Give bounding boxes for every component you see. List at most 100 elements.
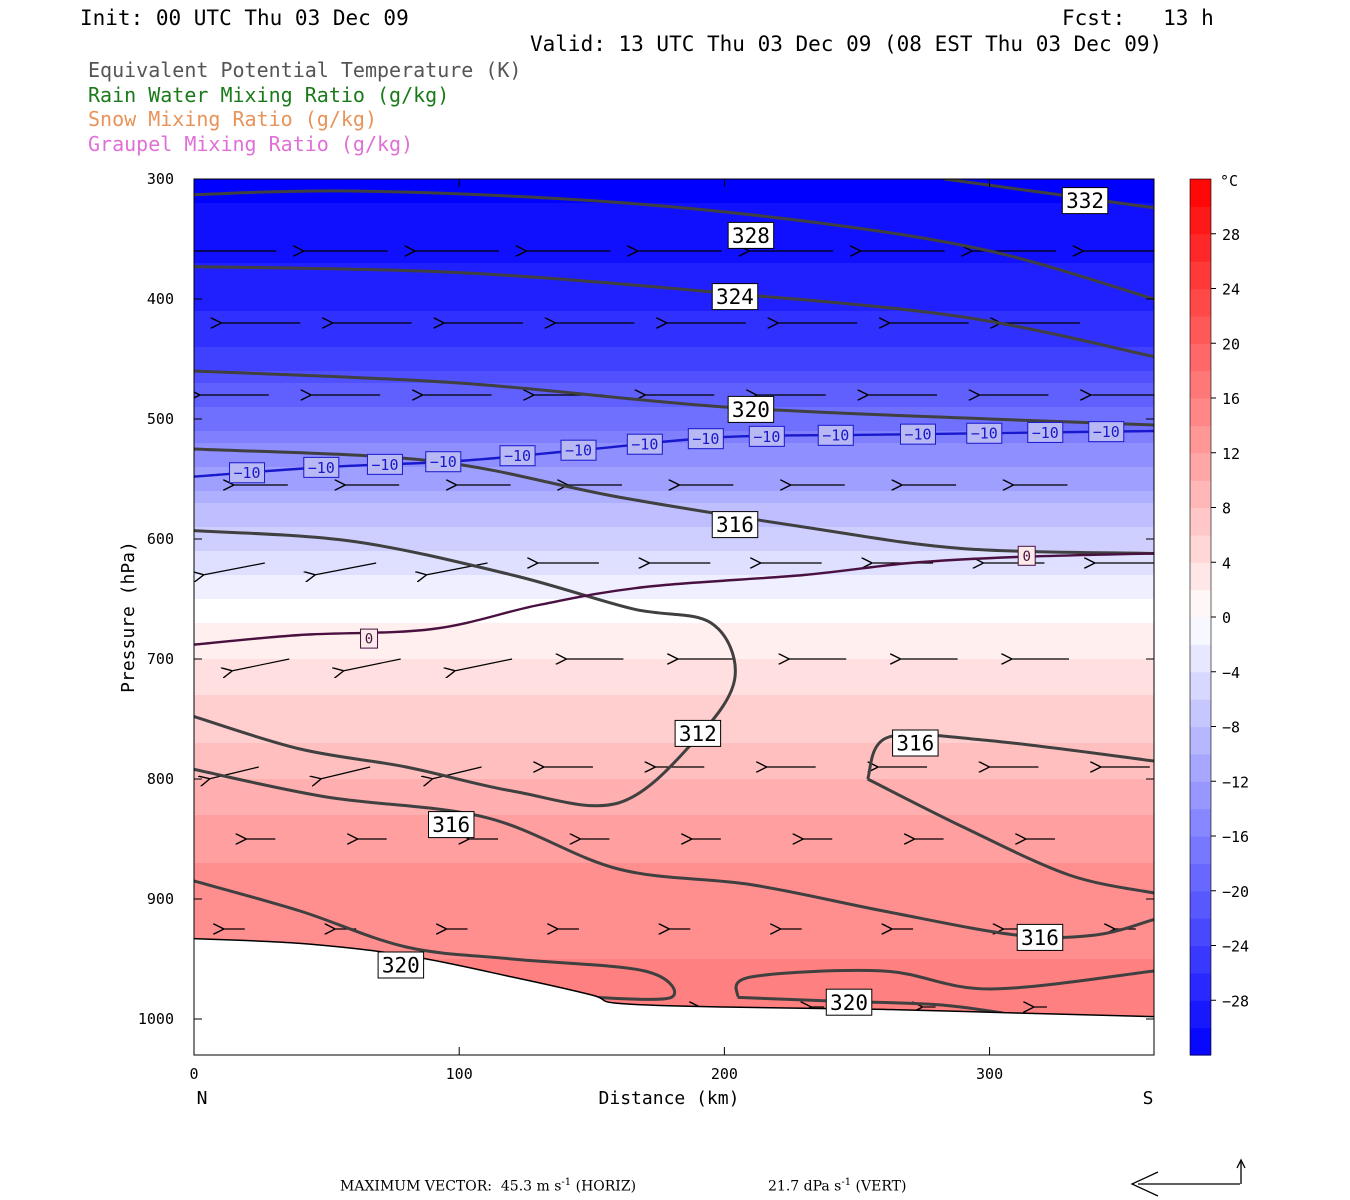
colorbar-segment: [1190, 179, 1211, 207]
temperature-band: [194, 287, 1154, 300]
minus10-label: −10: [425, 451, 462, 473]
zero-label-text: 0: [365, 632, 373, 648]
temperature-band: [194, 479, 1154, 492]
temperature-band: [194, 179, 1154, 192]
colorbar-segment: [1190, 288, 1211, 317]
colorbar-segment: [1190, 233, 1211, 262]
colorbar-segment: [1190, 315, 1211, 344]
temperature-band: [194, 347, 1154, 360]
colorbar-segment: [1190, 918, 1211, 947]
colorbar-segment: [1190, 699, 1211, 728]
zero-label-text: 0: [1022, 549, 1030, 565]
colorbar-tick-label: −16: [1222, 828, 1249, 846]
theta-e-label: 312: [674, 719, 722, 747]
valid-time: Valid: 13 UTC Thu 03 Dec 09 (08 EST Thu …: [530, 32, 1163, 56]
field-title-graupel: Graupel Mixing Ratio (g/kg): [88, 132, 414, 156]
minus10-label: −10: [899, 423, 936, 445]
temperature-band: [194, 803, 1154, 816]
minus10-label-box: [303, 456, 340, 478]
temperature-band: [194, 911, 1154, 924]
theta-e-label: 320: [825, 988, 873, 1016]
temperature-band: [194, 623, 1154, 636]
wind-arrow: [203, 562, 265, 575]
minus10-label-box: [229, 462, 266, 484]
y-tick-label: 700: [147, 650, 174, 668]
temperature-band: [194, 587, 1154, 600]
theta-e-label-box: [727, 221, 775, 249]
minus10-label: −10: [687, 428, 724, 450]
theta-e-label: 316: [427, 811, 475, 839]
y-tick-label: 400: [147, 290, 174, 308]
theta-e-label-box: [892, 729, 939, 757]
temperature-band: [194, 275, 1154, 288]
minus10-label: −10: [817, 424, 854, 446]
theta-e-line-328: [194, 189, 1154, 301]
minus10-label: −10: [303, 456, 340, 478]
colorbar-segment: [1190, 562, 1211, 591]
wind-arrow: [432, 766, 482, 779]
colorbar-segment: [1190, 452, 1211, 481]
temperature-band: [194, 935, 1154, 948]
field-title-theta-e: Equivalent Potential Temperature (K): [88, 58, 522, 82]
temperature-band: [194, 707, 1154, 720]
theta-e-line-324: [194, 265, 1154, 359]
theta-e-line-320: [194, 879, 677, 1001]
theta-e-label-text: 332: [1066, 189, 1104, 213]
x-tick-label: 300: [976, 1065, 1003, 1083]
minus10-label-text: −10: [504, 447, 531, 465]
max-vector-horiz: MAXIMUM VECTOR: 45.3 m s-1 (HORIZ): [340, 1177, 637, 1195]
theta-e-line-316: [866, 777, 1154, 895]
y-tick-label: 300: [147, 170, 174, 188]
minus10-label: −10: [748, 425, 785, 447]
temperature-fill: [194, 179, 1154, 1055]
temperature-band: [194, 383, 1154, 396]
minus10-label-text: −10: [565, 442, 592, 460]
temperature-band: [194, 815, 1154, 828]
temperature-band: [194, 251, 1154, 264]
colorbar-tick-label: 0: [1222, 609, 1231, 627]
theta-e-line-320: [194, 369, 1154, 427]
theta-e-label: 332: [1061, 187, 1109, 215]
temperature-band: [194, 683, 1154, 696]
temperature-band: [194, 299, 1154, 312]
x-tick-label: 100: [446, 1065, 473, 1083]
temperature-band: [194, 491, 1154, 504]
minus10-label-box: [626, 433, 663, 455]
minus10-label: −10: [966, 422, 1003, 444]
minus10-label: −10: [1088, 421, 1125, 443]
colorbar-segment: [1190, 343, 1211, 372]
temperature-band: [194, 899, 1154, 912]
theta-e-label-box: [427, 811, 475, 839]
minus10-label-text: −10: [1093, 423, 1120, 441]
minus10-label-box: [425, 451, 462, 473]
temperature-band: [194, 359, 1154, 372]
temperature-band: [194, 575, 1154, 588]
colorbar-segment: [1190, 425, 1211, 454]
theta-e-label-text: 320: [382, 954, 420, 978]
temperature-band: [194, 227, 1154, 240]
theta-e-label: 316: [711, 511, 759, 539]
minus10-label-box: [748, 425, 785, 447]
theta-e-label-text: 324: [716, 285, 754, 309]
theta-e-label: 316: [892, 729, 939, 757]
theta-e-label: 324: [711, 283, 759, 311]
x-tick-label: 200: [711, 1065, 738, 1083]
minus10-label-box: [366, 453, 403, 475]
y-tick-label: 500: [147, 410, 174, 428]
y-tick-label: 1000: [138, 1010, 174, 1028]
temperature-band: [194, 239, 1154, 252]
wind-arrow: [314, 562, 377, 575]
wind-arrow: [426, 562, 488, 575]
y-tick-label: 900: [147, 890, 174, 908]
colorbar-segment: [1190, 972, 1211, 1001]
theta-e-label: 328: [727, 221, 775, 249]
colorbar-segment: [1190, 370, 1211, 399]
minus10-label-box: [499, 445, 536, 467]
temperature-band: [194, 635, 1154, 648]
minus10-label-text: −10: [904, 426, 931, 444]
temperature-band: [194, 743, 1154, 756]
terrain-line: [194, 937, 1154, 1018]
colorbar-segment: [1190, 808, 1211, 837]
theta-e-label: 320: [727, 395, 775, 423]
